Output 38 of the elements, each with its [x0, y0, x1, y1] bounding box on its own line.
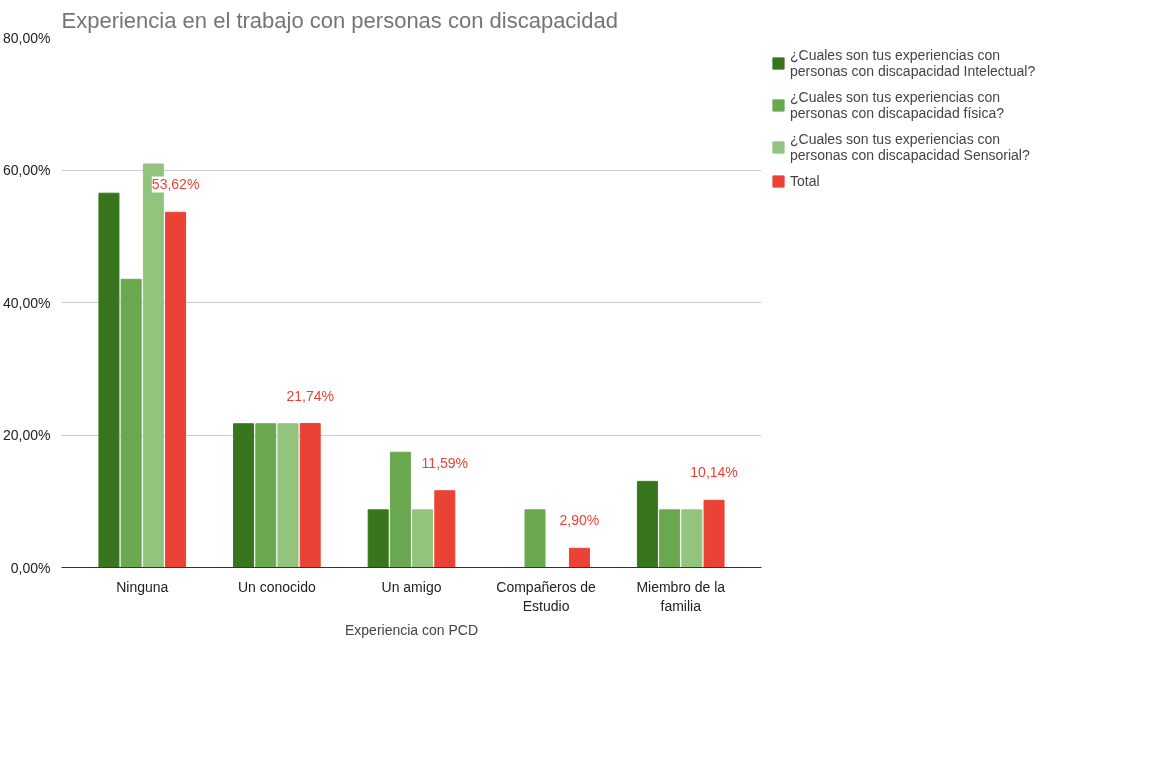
data-label: 53,62% — [151, 176, 200, 193]
x-tick-label: Compañeros de Estudio — [496, 578, 597, 614]
chart-title: Experiencia en el trabajo con personas con discapacidad — [61, 7, 618, 33]
bar — [568, 547, 590, 568]
x-tick-label: Ninguna — [116, 578, 169, 595]
y-tick-label: 80,00% — [3, 29, 51, 46]
bar — [681, 509, 703, 568]
bar — [165, 211, 187, 568]
y-tick-label: 60,00% — [3, 162, 51, 178]
data-label: 11,59% — [421, 454, 469, 471]
bar — [233, 423, 255, 568]
legend-label: ¿Cuales son tus experiencias con personas con discapacidad Sensorial? — [790, 131, 1030, 163]
bar — [703, 499, 725, 568]
x-tick-label: Un amigo — [381, 578, 442, 595]
bar — [367, 509, 389, 568]
bar — [120, 278, 142, 568]
data-label: 21,74% — [286, 387, 334, 404]
x-tick-label: Un conocido — [237, 578, 317, 595]
bar — [412, 509, 434, 568]
bar — [524, 509, 546, 568]
legend-label: Total — [790, 173, 820, 189]
bar — [636, 480, 658, 568]
data-label: 10,14% — [690, 464, 738, 481]
x-axis-title: Experiencia con PCD — [344, 621, 479, 638]
data-label: 2,90% — [559, 512, 600, 529]
bar — [255, 423, 277, 568]
bar — [277, 423, 299, 568]
y-tick-label: 40,00% — [3, 294, 51, 311]
y-tick-label: 0,00% — [10, 559, 51, 576]
bar — [659, 509, 681, 568]
y-tick-label: 20,00% — [3, 427, 51, 443]
bar — [299, 422, 321, 568]
legend-label: ¿Cuales son tus experiencias con personas con discapacidad Intelectual? — [790, 47, 1036, 79]
bar — [98, 192, 120, 568]
bar — [434, 490, 456, 568]
x-tick-label: Miembro de la familia — [636, 578, 726, 614]
legend-label: ¿Cuales son tus experiencias con personas con discapacidad física? — [790, 89, 1005, 121]
bar — [389, 451, 411, 568]
